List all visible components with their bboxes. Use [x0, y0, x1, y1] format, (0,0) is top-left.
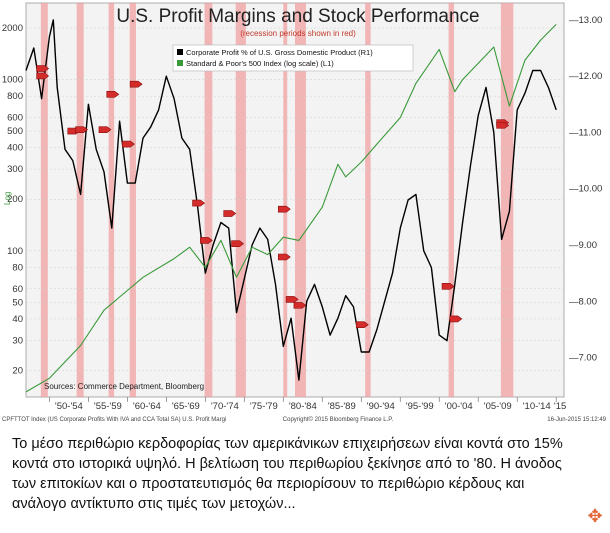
- right-tick-label-2: —11.00: [569, 127, 602, 138]
- event-marker-17: [441, 283, 455, 290]
- event-marker-6: [122, 140, 135, 148]
- legend-swatch-profit: [177, 49, 183, 55]
- recession-band-4: [204, 3, 213, 397]
- left-tick-label-6: 100: [7, 246, 23, 257]
- left-tick-label-13: 1000: [2, 75, 23, 86]
- event-marker-5: [106, 91, 120, 98]
- event-marker-14: [285, 296, 299, 303]
- event-marker-10: [223, 210, 237, 217]
- recession-band-9: [448, 3, 455, 397]
- event-marker-8: [192, 199, 206, 207]
- y-unit-label: Log: [3, 192, 12, 205]
- left-tick-label-14: 2000: [2, 23, 23, 34]
- legend-swatch-sp500: [177, 60, 183, 66]
- event-marker-12: [278, 253, 291, 261]
- recession-band-6: [283, 3, 288, 397]
- recession-band-5: [235, 3, 246, 397]
- chart-subtitle: (recession periods shown in red): [240, 29, 356, 38]
- series-line-0: [25, 19, 557, 381]
- legend-label-profit: Corporate Profit % of U.S. Gross Domesti…: [186, 48, 373, 57]
- right-tick-label-6: —7.00: [569, 353, 597, 364]
- event-marker-1: [36, 72, 50, 80]
- left-tick-label-2: 40: [12, 314, 23, 325]
- right-tick-label-4: —9.00: [569, 240, 597, 251]
- left-tick-label-5: 80: [12, 262, 23, 273]
- recession-band-10: [500, 3, 514, 397]
- legend: Corporate Profit % of U.S. Gross Domesti…: [172, 44, 414, 72]
- x-tick-label-11: '05-'09: [484, 401, 512, 412]
- chart-title: U.S. Profit Margins and Stock Performanc…: [116, 6, 479, 27]
- left-tick-label-11: 600: [7, 113, 23, 124]
- x-tick-label-13: '15: [554, 401, 566, 412]
- caption-text: Το μέσο περιθώριο κερδοφορίας των αμερικ…: [12, 436, 563, 512]
- x-tick-label-9: '95-'99: [406, 401, 434, 412]
- left-tick-label-9: 400: [7, 143, 23, 154]
- footer-right: 16-Jun-2015 15:12:49: [547, 417, 606, 423]
- x-tick-label-3: '65-'69: [172, 401, 200, 412]
- x-tick-label-5: '75-'79: [250, 401, 278, 412]
- x-tick-label-8: '90-'94: [367, 401, 395, 412]
- x-tick-label-6: '80-'84: [289, 401, 317, 412]
- recession-band-8: [365, 3, 371, 397]
- right-tick-label-1: —12.00: [569, 71, 602, 82]
- left-tick-label-4: 60: [12, 284, 23, 295]
- footer-center: Copyright© 2015 Bloomberg Finance L.P.: [283, 416, 394, 423]
- event-marker-16: [355, 321, 369, 329]
- left-tick-label-1: 30: [12, 335, 23, 346]
- legend-label-sp500: Standard & Poor's 500 Index (log scale) …: [186, 59, 334, 68]
- left-tick-label-7: 200: [7, 194, 23, 205]
- event-marker-7: [129, 80, 143, 88]
- x-tick-label-10: '00-'04: [445, 401, 473, 412]
- event-marker-9: [200, 237, 213, 244]
- left-tick-label-12: 800: [7, 91, 23, 102]
- recession-band-1: [76, 3, 84, 397]
- chart: 20 30 40 50 60 80 100 200 300 400 500 600 800 1000 200…: [1, 2, 607, 423]
- event-marker-13: [278, 205, 291, 213]
- source-note: Sources: Commerce Department, Bloomberg: [44, 382, 204, 391]
- move-arrows-icon[interactable]: ✥: [587, 506, 603, 526]
- event-marker-4: [98, 126, 112, 133]
- x-tick-label-1: '55-'59: [94, 401, 122, 412]
- recession-band-0: [40, 3, 48, 397]
- left-tick-label-10: 500: [7, 126, 23, 137]
- x-tick-label-12: '10-'14: [523, 401, 551, 412]
- event-marker-20: [496, 122, 510, 129]
- x-tick-label-2: '60-'64: [133, 401, 161, 412]
- right-tick-label-0: —13.00: [569, 15, 602, 26]
- recession-band-7: [295, 3, 306, 397]
- series-line-1: [25, 24, 557, 393]
- x-tick-label-4: '70-'74: [211, 401, 239, 412]
- event-marker-0: [36, 65, 50, 72]
- event-marker-3: [75, 126, 89, 133]
- recession-band-3: [129, 3, 136, 397]
- event-marker-15: [293, 302, 307, 309]
- x-tick-label-7: '85-'89: [328, 401, 356, 412]
- left-tick-label-8: 300: [7, 164, 23, 175]
- recession-band-2: [108, 3, 115, 397]
- event-marker-18: [449, 315, 463, 323]
- right-tick-label-5: —8.00: [569, 296, 597, 307]
- footer-left: CPFTTOT Index (US Corporate Profits With…: [2, 417, 226, 423]
- left-tick-label-3: 50: [12, 297, 23, 308]
- event-marker-11: [231, 240, 245, 248]
- x-tick-label-0: '50-'54: [55, 401, 83, 412]
- left-tick-label-0: 20: [12, 365, 23, 376]
- right-tick-label-3: —10.00: [569, 184, 602, 195]
